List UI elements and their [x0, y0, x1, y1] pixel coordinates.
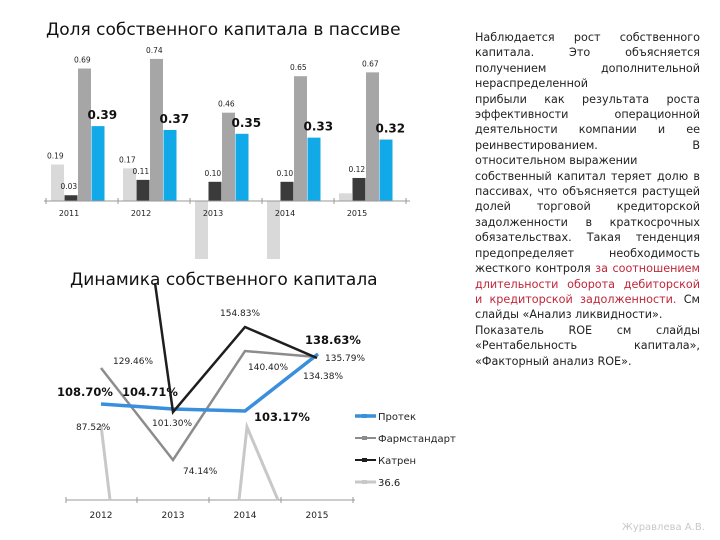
paragraph-4: Показатель ROE см слайды «Рентабельность…: [475, 323, 700, 368]
bar: [64, 195, 78, 201]
bar-label: 0.67: [362, 59, 379, 68]
bar-label: 0.37: [160, 112, 190, 126]
point-label: 138.63%: [305, 333, 361, 347]
series-line-farmstandart: [100, 349, 318, 463]
bar: [163, 129, 177, 201]
x-tick-label: 2014: [234, 511, 257, 521]
point-label: 87.52%: [76, 423, 111, 433]
paragraph-2: прибыли как результата роста эффективнос…: [475, 92, 700, 168]
bar-label: 0.33: [304, 120, 334, 134]
bar: [123, 168, 136, 201]
bar: [222, 112, 235, 201]
bar: [136, 179, 150, 201]
paragraph-3: собственный капитал теряет долю в пассив…: [475, 169, 700, 322]
bar-label: 0.10: [205, 169, 222, 178]
bar-label: 0.17: [119, 155, 136, 164]
author-credit: Журавлева А.В.: [622, 522, 705, 533]
x-tick-label: 2011: [59, 209, 79, 218]
legend-label: Катрен: [378, 456, 416, 467]
point-label: 74.14%: [183, 467, 218, 477]
point-label: 108.70%: [57, 385, 113, 399]
bar-label: 0.19: [47, 152, 64, 161]
point-label: 101.30%: [152, 419, 192, 429]
bar-label: 0.10: [277, 169, 294, 178]
bar: [307, 137, 321, 201]
bar-label: 0.46: [218, 100, 235, 109]
x-tick-label: 2015: [306, 511, 329, 521]
point-label: 134.38%: [303, 372, 343, 382]
bar: [208, 181, 222, 201]
point-label: 103.17%: [254, 410, 310, 424]
series-line-36-6: [99, 424, 112, 501]
bar: [352, 177, 366, 201]
legend-label: Фармстандарт: [378, 434, 456, 445]
x-tick-label: 2015: [347, 209, 367, 218]
bar: [379, 139, 393, 201]
bar-label: 0.35: [232, 116, 262, 130]
bar: [366, 72, 379, 201]
legend-label: Протек: [378, 412, 416, 423]
series-line-protek: [100, 352, 320, 413]
x-tick-label: 2013: [162, 511, 185, 521]
x-tick-label: 2012: [131, 209, 151, 218]
highlighted-text: за соотношением длительности оборота деб…: [475, 262, 700, 306]
paragraph-1: Наблюдается рост собственного капитала. …: [475, 31, 700, 91]
bar: [150, 58, 163, 201]
bar: [51, 164, 64, 201]
bar-chart: 0.19 0.03 0.69 0.39 0.17 0.11 0.74 0.37 0.10 0.46…: [44, 46, 410, 259]
bar: [280, 181, 294, 201]
bar: [78, 68, 91, 202]
bar: [235, 133, 249, 201]
x-tick-label: 2014: [275, 209, 295, 218]
bar: [91, 126, 105, 201]
line-chart: 2012 2013 2014 2015 87.52% 129.46% 74.14% 140.…: [57, 282, 456, 521]
bar-label: 0.11: [133, 167, 150, 176]
bar-label: 0.74: [146, 46, 163, 55]
bar-label: 0.39: [88, 108, 118, 122]
bar-label: 0.65: [290, 63, 307, 72]
series-line-katren: [153, 282, 318, 415]
x-tick-label: 2013: [203, 209, 223, 218]
point-label: 104.71%: [122, 385, 178, 399]
bar-label: 0.69: [74, 56, 91, 65]
line-chart-title: Динамика собственного капитала: [70, 270, 378, 290]
bar-chart-title: Доля собственного капитала в пассиве: [46, 20, 401, 40]
point-label: 129.46%: [113, 357, 153, 367]
bar-label: 0.32: [376, 122, 406, 136]
point-label: 140.40%: [248, 363, 288, 373]
bar-label: 0.12: [349, 165, 366, 174]
point-label: 154.83%: [220, 309, 260, 319]
legend-label: 36.6: [378, 478, 400, 489]
point-label: 135.79%: [325, 354, 365, 364]
bar: [267, 201, 280, 259]
bar-label: 0.03: [61, 182, 78, 191]
commentary-text: Наблюдается рост собственного капитала. …: [475, 30, 700, 369]
bar: [294, 76, 307, 201]
bar: [339, 193, 352, 201]
bar: [195, 201, 208, 259]
x-tick-label: 2012: [90, 511, 113, 521]
